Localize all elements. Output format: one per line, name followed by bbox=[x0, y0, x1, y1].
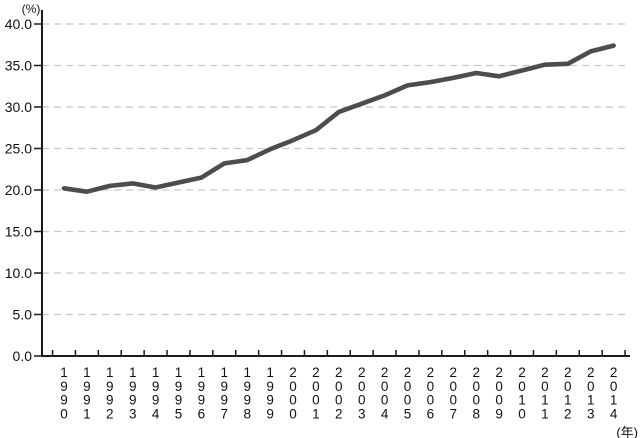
svg-text:10.0: 10.0 bbox=[5, 265, 32, 281]
x-axis-unit-label: (年) bbox=[616, 425, 638, 438]
svg-text:25.0: 25.0 bbox=[5, 141, 32, 157]
svg-text:35.0: 35.0 bbox=[5, 58, 32, 74]
svg-text:15.0: 15.0 bbox=[5, 224, 32, 240]
svg-text:5.0: 5.0 bbox=[13, 307, 33, 323]
svg-text:0.0: 0.0 bbox=[13, 348, 33, 364]
y-axis-unit-label: (%) bbox=[21, 2, 41, 16]
svg-text:30.0: 30.0 bbox=[5, 99, 32, 115]
svg-text:20.0: 20.0 bbox=[5, 182, 32, 198]
svg-text:40.0: 40.0 bbox=[5, 16, 32, 32]
